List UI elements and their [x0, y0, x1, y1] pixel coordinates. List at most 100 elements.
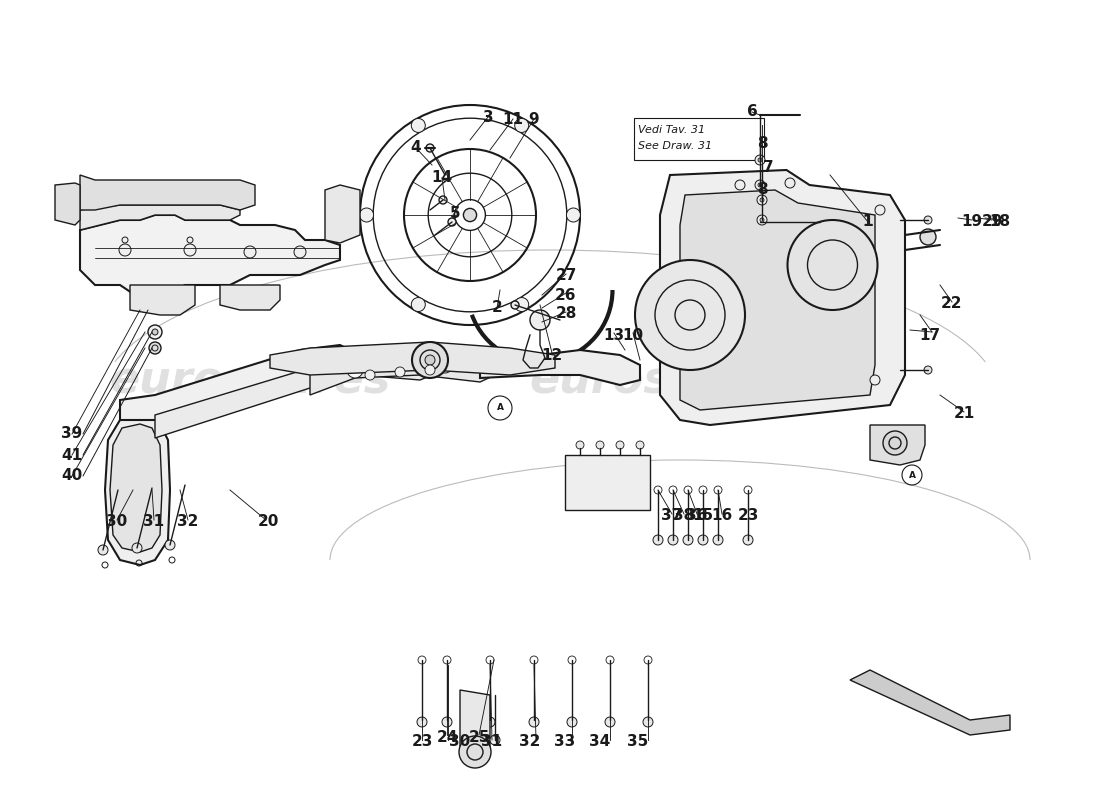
Text: 23: 23 [411, 734, 432, 750]
Text: 36: 36 [686, 509, 707, 523]
Circle shape [515, 118, 529, 133]
Text: 14: 14 [431, 170, 452, 186]
Polygon shape [680, 190, 874, 410]
Text: 29: 29 [981, 214, 1003, 230]
Polygon shape [480, 350, 640, 385]
Text: 2: 2 [492, 301, 503, 315]
Circle shape [463, 208, 476, 222]
Circle shape [735, 180, 745, 190]
Circle shape [184, 244, 196, 256]
Text: 38: 38 [673, 509, 694, 523]
Text: 33: 33 [554, 734, 575, 750]
Circle shape [442, 717, 452, 727]
Circle shape [512, 301, 519, 309]
Circle shape [683, 535, 693, 545]
Text: 17: 17 [920, 327, 940, 342]
Text: 4: 4 [410, 141, 421, 155]
Circle shape [132, 543, 142, 553]
Circle shape [566, 208, 581, 222]
Circle shape [596, 441, 604, 449]
Circle shape [760, 198, 764, 202]
Circle shape [360, 208, 374, 222]
Circle shape [924, 216, 932, 224]
Text: See Draw. 31: See Draw. 31 [638, 141, 712, 151]
Circle shape [635, 260, 745, 370]
Polygon shape [565, 455, 650, 510]
Circle shape [713, 535, 723, 545]
Circle shape [448, 218, 456, 226]
Circle shape [417, 717, 427, 727]
Circle shape [485, 717, 495, 727]
Text: 9: 9 [529, 111, 539, 126]
Polygon shape [55, 183, 80, 225]
Polygon shape [120, 345, 350, 420]
Circle shape [758, 183, 762, 187]
Circle shape [870, 375, 880, 385]
Circle shape [760, 218, 764, 222]
Circle shape [412, 342, 448, 378]
Circle shape [411, 298, 426, 311]
Text: 22: 22 [942, 297, 962, 311]
Circle shape [515, 298, 529, 311]
Polygon shape [270, 342, 556, 375]
Circle shape [294, 246, 306, 258]
Text: 11: 11 [503, 111, 524, 126]
Text: 39: 39 [62, 426, 82, 442]
Text: 23: 23 [737, 509, 759, 523]
Circle shape [755, 180, 764, 190]
Circle shape [148, 342, 161, 354]
Text: 20: 20 [257, 514, 278, 530]
Circle shape [530, 310, 550, 330]
Circle shape [755, 155, 764, 165]
Text: 19: 19 [961, 214, 982, 230]
Circle shape [459, 736, 491, 768]
Circle shape [616, 441, 624, 449]
Text: A: A [496, 403, 504, 413]
Circle shape [924, 366, 932, 374]
Circle shape [698, 535, 708, 545]
Polygon shape [110, 424, 162, 552]
Text: 31: 31 [143, 514, 165, 530]
Circle shape [119, 244, 131, 256]
Circle shape [883, 431, 908, 455]
Circle shape [644, 717, 653, 727]
Circle shape [152, 329, 158, 335]
Polygon shape [870, 425, 925, 465]
Text: 8: 8 [757, 135, 768, 150]
Circle shape [785, 178, 795, 188]
Circle shape [425, 355, 435, 365]
Circle shape [490, 735, 500, 745]
Circle shape [529, 717, 539, 727]
Text: eurospares: eurospares [529, 358, 811, 402]
Polygon shape [660, 170, 905, 425]
Polygon shape [80, 205, 240, 230]
Text: 3: 3 [483, 110, 493, 125]
Circle shape [874, 205, 886, 215]
Text: 41: 41 [62, 447, 82, 462]
Circle shape [742, 535, 754, 545]
Circle shape [411, 118, 426, 133]
Text: 7: 7 [762, 161, 773, 175]
Circle shape [758, 158, 762, 162]
Text: 1: 1 [862, 214, 873, 230]
Circle shape [165, 540, 175, 550]
Polygon shape [104, 415, 170, 565]
Text: 26: 26 [556, 287, 576, 302]
Circle shape [757, 215, 767, 225]
Text: 25: 25 [469, 730, 490, 745]
Circle shape [395, 367, 405, 377]
Text: 30: 30 [450, 734, 471, 750]
Polygon shape [850, 670, 1010, 735]
Text: 21: 21 [954, 406, 975, 422]
Text: 16: 16 [712, 509, 733, 523]
Circle shape [605, 717, 615, 727]
Text: 15: 15 [692, 509, 714, 523]
Text: 1: 1 [862, 214, 873, 230]
Text: 8: 8 [757, 182, 768, 198]
Circle shape [668, 535, 678, 545]
Text: 31: 31 [482, 734, 503, 750]
Polygon shape [310, 352, 510, 395]
Text: 5: 5 [450, 206, 460, 222]
Polygon shape [130, 285, 195, 315]
Circle shape [653, 535, 663, 545]
